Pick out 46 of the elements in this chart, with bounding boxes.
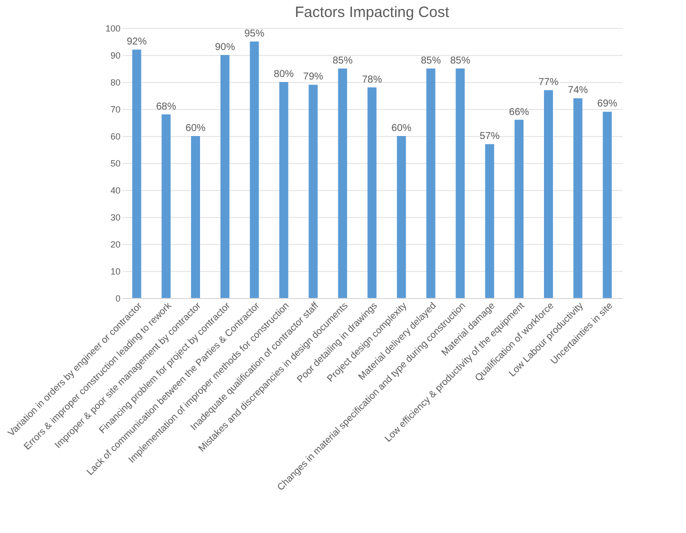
- y-tick-label: 100: [105, 24, 120, 34]
- y-tick-label: 40: [110, 186, 120, 196]
- data-label: 79%: [303, 72, 324, 83]
- data-label: 78%: [362, 74, 382, 86]
- data-label: 85%: [450, 56, 470, 66]
- data-label: 57%: [480, 131, 500, 142]
- data-label: 60%: [391, 123, 412, 134]
- y-tick-label: 60: [110, 132, 120, 142]
- bar: [191, 136, 200, 298]
- bar: [250, 42, 259, 298]
- bar: [544, 90, 553, 298]
- data-label: 69%: [597, 98, 618, 110]
- chart-title: Factors Impacting Cost: [294, 4, 450, 21]
- y-tick-label: 20: [110, 240, 120, 250]
- y-tick-label: 70: [110, 104, 120, 114]
- y-tick-label: 50: [110, 158, 120, 168]
- bar: [162, 114, 171, 298]
- bar: [456, 68, 465, 298]
- data-label: 77%: [538, 77, 559, 88]
- data-label: 95%: [244, 28, 264, 40]
- bar: [368, 87, 376, 298]
- bar: [573, 98, 582, 298]
- bar: [279, 82, 288, 298]
- bar: [308, 84, 318, 298]
- y-tick-label: 90: [110, 50, 120, 60]
- y-tick-label: 10: [110, 266, 120, 276]
- bar: [220, 55, 230, 298]
- bar: [485, 144, 494, 298]
- data-label: 60%: [186, 123, 206, 134]
- data-label: 85%: [420, 56, 441, 66]
- y-tick-label: 80: [110, 78, 120, 88]
- y-tick-label: 0: [115, 294, 120, 304]
- data-label: 68%: [156, 101, 176, 112]
- data-label: 74%: [568, 85, 588, 96]
- data-label: 92%: [126, 36, 147, 48]
- bar: [338, 68, 348, 298]
- data-label: 80%: [274, 69, 294, 80]
- data-label: 90%: [214, 42, 236, 53]
- y-tick-label: 30: [110, 212, 120, 222]
- data-label: 85%: [332, 56, 353, 66]
- data-label: 66%: [509, 106, 530, 118]
- bar: [426, 68, 436, 298]
- bar: [602, 112, 612, 298]
- bar: [132, 50, 142, 298]
- bar: [514, 120, 524, 298]
- bar: [396, 136, 406, 298]
